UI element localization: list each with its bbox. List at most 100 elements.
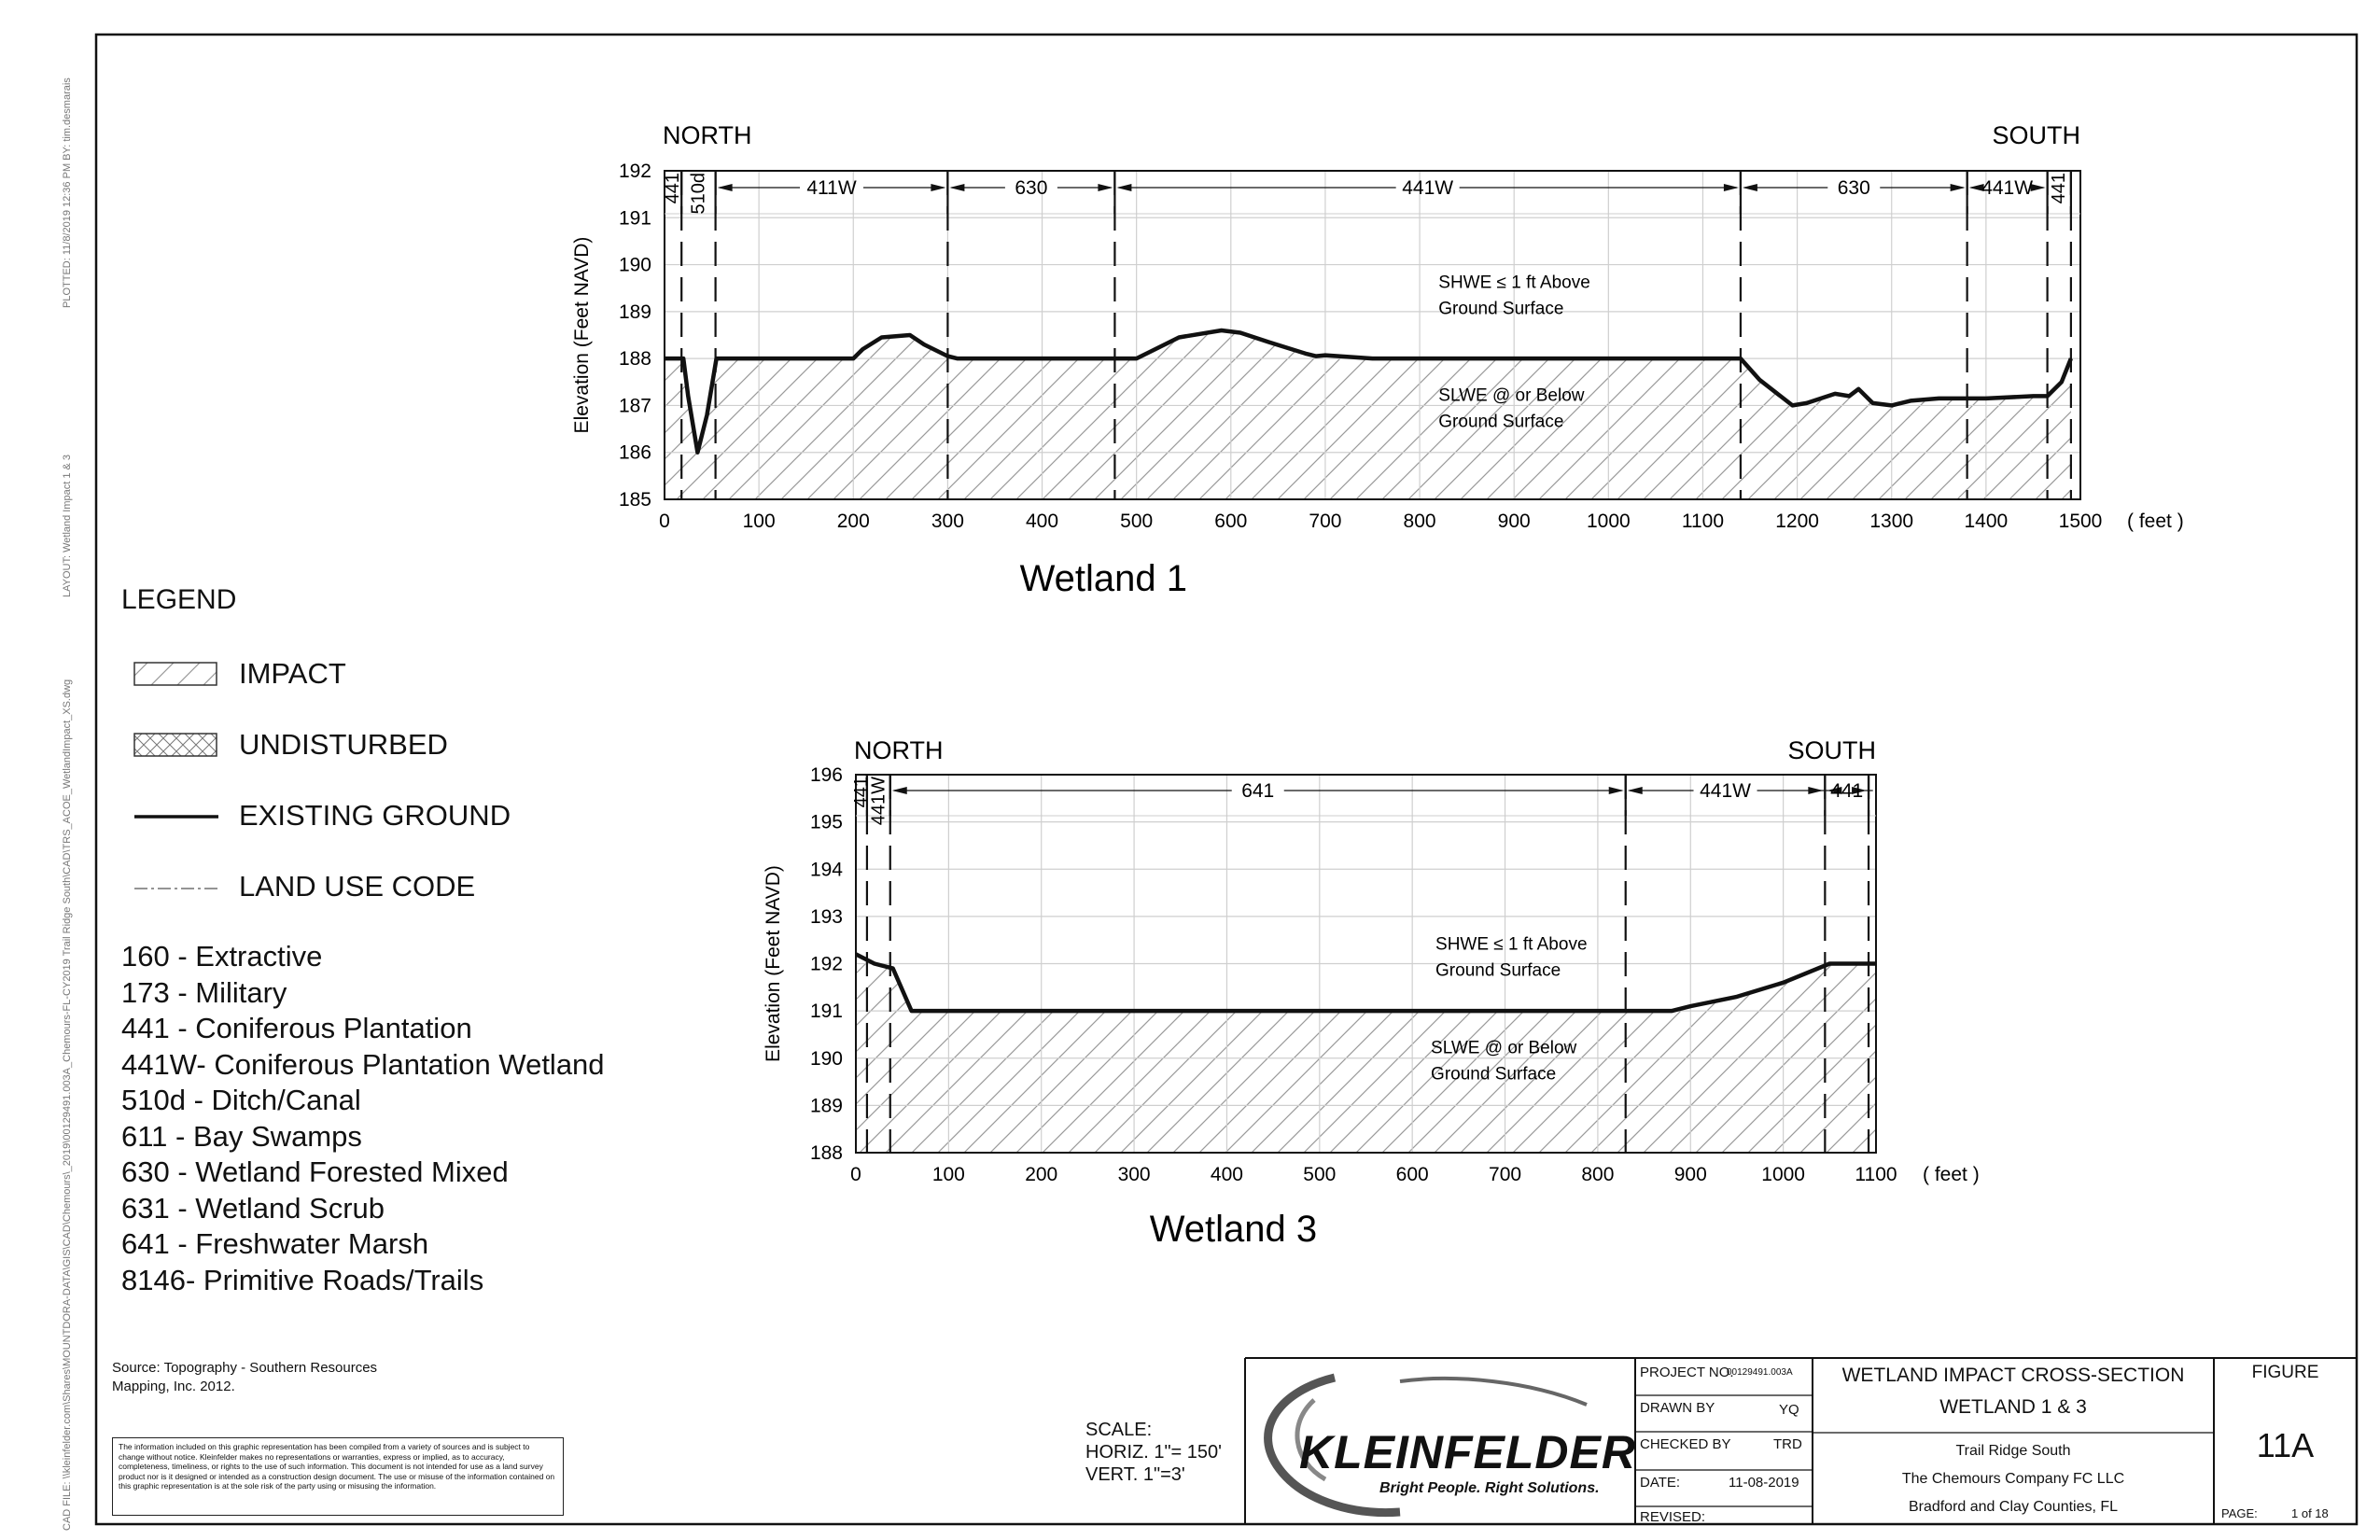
y-tick-label: 194: [810, 859, 843, 880]
impact-hatch-area: [665, 329, 2071, 499]
y-tick-label: 189: [619, 301, 651, 323]
y-tick-label: 189: [810, 1095, 843, 1116]
existing-ground-line: [854, 952, 1876, 1014]
annotation-line-1: SHWE ≤ 1 ft Above: [1438, 273, 1590, 293]
direction-north: NORTH: [663, 121, 752, 149]
code-item: 160 - Extractive: [121, 940, 323, 973]
cad-file-path: CAD FILE: \\kleinfelder.com\Shares\MOUNT…: [62, 679, 73, 1531]
page-value: 1 of 18: [2291, 1506, 2329, 1520]
water-elevation-annotation: SHWE ≤ 1 ft Above Ground Surface: [1435, 934, 1588, 980]
water-elevation-annotation: SLWE @ or Below Ground Surface: [1431, 1039, 1576, 1085]
legend-title: LEGEND: [121, 584, 237, 615]
x-tick-label: 800: [1581, 1164, 1614, 1185]
annotation-line-2: Ground Surface: [1438, 300, 1563, 319]
x-tick-label: 500: [1303, 1164, 1336, 1185]
land-use-label-441W: 441W: [1700, 780, 1751, 802]
impact-hatch-area: [856, 954, 1876, 1153]
land-use-arrowhead: [891, 787, 907, 794]
y-tick-label: 188: [619, 348, 651, 370]
plot-frame: [664, 170, 2081, 500]
land-use-arrowhead: [931, 184, 946, 191]
scale-note: SCALE: HORIZ. 1"= 150' VERT. 1"=3': [1085, 1419, 1222, 1486]
annotation-line-2: Ground Surface: [1438, 412, 1563, 431]
direction-north: NORTH: [854, 736, 944, 764]
x-tick-label: 1200: [1775, 511, 1819, 532]
x-tick-label: 0: [659, 511, 670, 532]
x-tick-label: 1100: [1682, 511, 1724, 532]
drawing-title-line-2: WETLAND 1 & 3: [1939, 1396, 2087, 1418]
y-axis-label: Elevation (Feet NAVD): [571, 237, 593, 434]
x-tick-label: 500: [1120, 511, 1153, 532]
y-tick-label: 196: [810, 764, 843, 786]
x-tick-label: 700: [1309, 511, 1341, 532]
land-use-arrowhead: [1950, 184, 1966, 191]
project-no-value: 00129491.003A: [1727, 1367, 1793, 1378]
land-use-arrowhead: [1608, 787, 1624, 794]
land-use-label-441W: 441W: [1402, 177, 1453, 199]
figure-number: 11A: [2256, 1426, 2315, 1464]
chart-title: Wetland 1: [1020, 558, 1187, 599]
y-tick-label: 188: [810, 1142, 843, 1164]
land-use-label-411W: 411W: [806, 177, 856, 199]
annotation-line-2: Ground Surface: [1431, 1065, 1556, 1085]
y-tick-label: 186: [619, 442, 651, 464]
legend-existing-ground-label: EXISTING GROUND: [239, 799, 511, 832]
land-use-arrowhead: [1116, 184, 1132, 191]
land-use-arrowhead: [1827, 787, 1842, 794]
chart-title: Wetland 3: [1150, 1209, 1317, 1250]
y-tick-label: 185: [619, 489, 651, 511]
scale-label: SCALE:: [1085, 1420, 1153, 1440]
x-tick-label: 900: [1674, 1164, 1707, 1185]
date-label: DATE:: [1640, 1475, 1681, 1491]
land-use-label-441W: 441W: [868, 777, 889, 825]
source-line-2: Mapping, Inc. 2012.: [112, 1379, 235, 1394]
code-item: 441 - Coniferous Plantation: [121, 1012, 472, 1044]
existing-ground-line: [665, 328, 2073, 455]
x-tick-label: 100: [743, 511, 776, 532]
kleinfelder-logo-graphic: [1264, 1373, 1588, 1518]
land-use-label-641: 641: [1241, 780, 1274, 802]
source-note: Source: Topography - Southern Resources …: [112, 1359, 377, 1396]
code-item: 173 - Military: [121, 975, 287, 1009]
y-tick-label: 191: [810, 1001, 843, 1022]
land-use-arrowhead: [1723, 184, 1739, 191]
annotation-line-1: SLWE @ or Below: [1438, 385, 1584, 405]
y-tick-label: 191: [619, 207, 651, 229]
disclaimer-box: The information included on this graphic…: [112, 1437, 564, 1516]
drawn-by-label: DRAWN BY: [1640, 1400, 1715, 1416]
source-line-1: Source: Topography - Southern Resources: [112, 1360, 378, 1376]
figure-label: FIGURE: [2251, 1363, 2319, 1382]
x-tick-label: 100: [932, 1164, 965, 1185]
revised-label: REVISED:: [1640, 1509, 1706, 1525]
y-tick-label: 190: [619, 255, 651, 276]
land-use-arrowhead: [1852, 787, 1868, 794]
y-tick-label: 192: [619, 161, 651, 182]
land-use-arrowhead: [1742, 184, 1757, 191]
x-tick-label: 1400: [1965, 511, 2009, 532]
x-tick-label: 1100: [1855, 1164, 1897, 1185]
y-tick-label: 190: [810, 1048, 843, 1070]
legend-impact-label: IMPACT: [239, 657, 346, 690]
direction-south: SOUTH: [1788, 736, 1877, 764]
annotation-line-1: SHWE ≤ 1 ft Above: [1435, 934, 1588, 954]
x-tick-label: 400: [1026, 511, 1058, 532]
project-line-3: Bradford and Clay Counties, FL: [1908, 1499, 2119, 1515]
y-tick-label: 187: [619, 395, 651, 416]
land-use-arrowhead: [949, 184, 965, 191]
y-tick-label: 192: [810, 954, 843, 975]
project-line-2: The Chemours Company FC LLC: [1901, 1471, 2125, 1487]
land-use-arrowhead: [717, 184, 733, 191]
x-tick-label: 0: [850, 1164, 861, 1185]
drawing-title-line-1: WETLAND IMPACT CROSS-SECTION: [1841, 1365, 2185, 1386]
land-use-arrowhead: [1627, 787, 1643, 794]
land-use-arrowhead: [1098, 184, 1113, 191]
y-tick-label: 193: [810, 906, 843, 928]
x-tick-label: 300: [931, 511, 964, 532]
project-no-label: PROJECT NO.: [1640, 1365, 1734, 1380]
company-logo-text: KLEINFELDER: [1299, 1426, 1636, 1478]
title-block-frame: [1244, 1357, 2357, 1524]
land-use-arrowhead: [1808, 787, 1824, 794]
x-tick-label: 1300: [1869, 511, 1913, 532]
